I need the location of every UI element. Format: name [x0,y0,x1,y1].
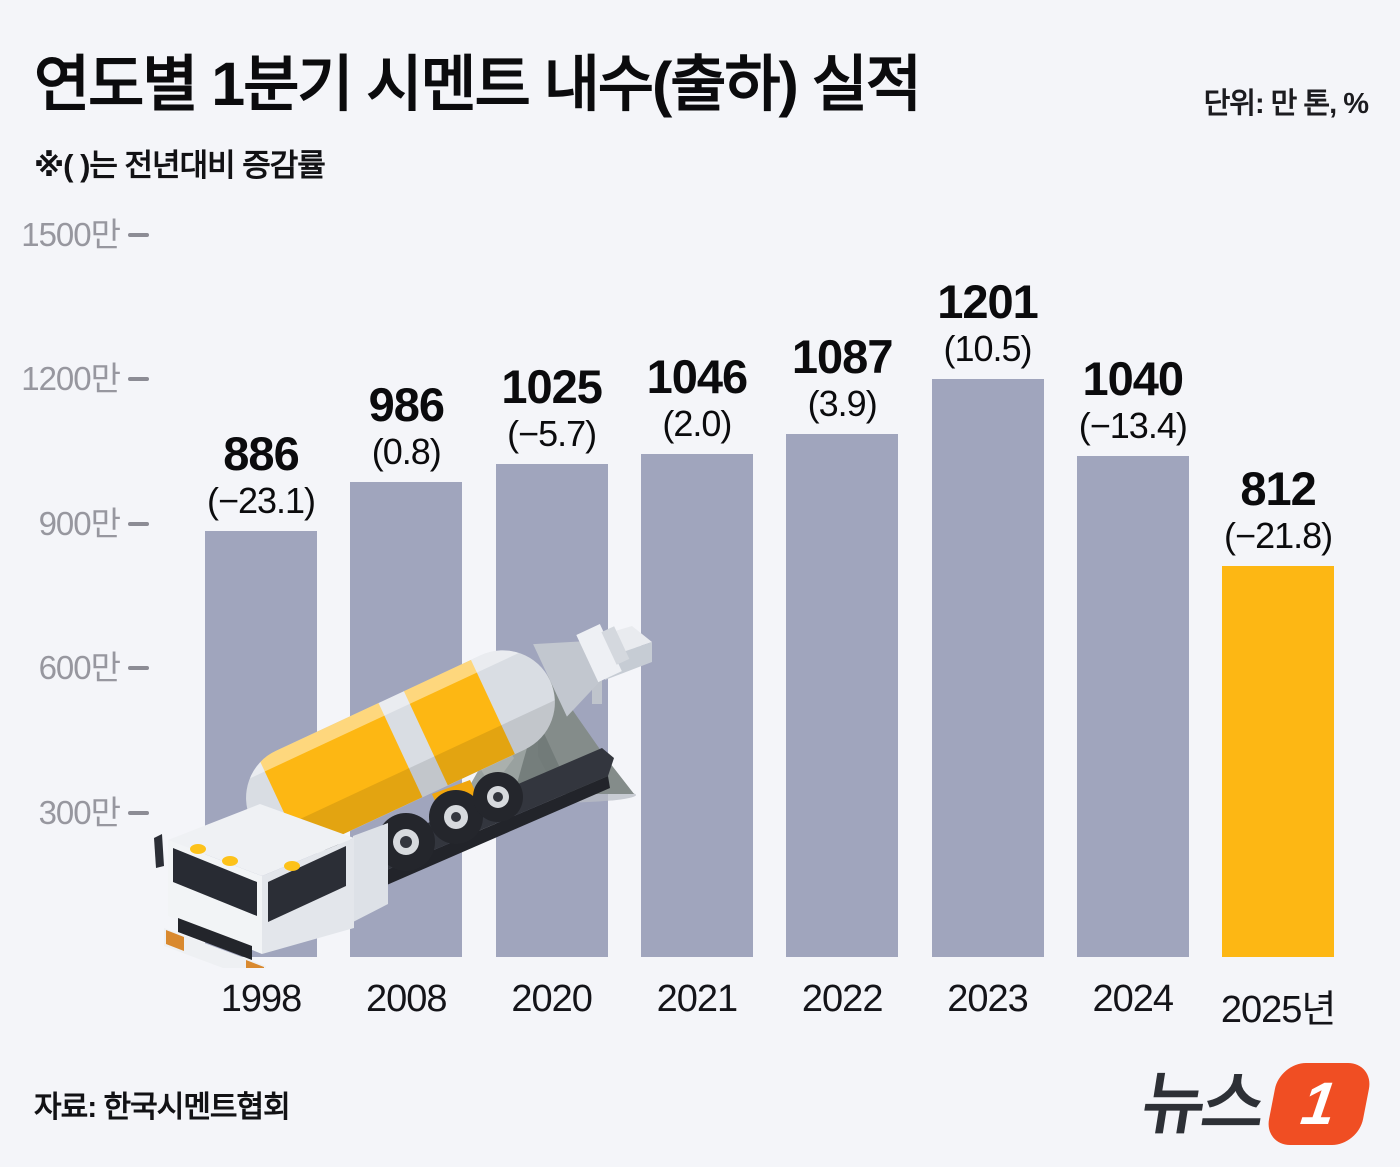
bar-2008 [350,482,463,957]
x-axis-label: 2020 [511,978,593,1020]
bar-value-label: 886 [223,426,299,480]
bar-pct-label: (10.5) [943,327,1032,369]
y-axis-tick-label: 900만 [38,504,121,542]
y-axis-tick-label: 300만 [38,793,121,831]
bar-label-group: 886 (−23.1) [206,426,316,523]
bar-1998 [205,530,317,957]
bar-value-label: 1025 [501,359,603,413]
news1-logo-text: 뉴스 [1136,1066,1269,1142]
y-axis-tick-mark [128,233,149,237]
bar-2021 [640,453,753,957]
x-axis-label: 2021 [656,978,739,1020]
bar-value-label: 986 [368,378,445,432]
unit-label: 단위: 만 톤, % [1203,88,1369,120]
x-axis-label: 1998 [220,978,303,1020]
y-axis-tick-label: 600만 [38,649,121,687]
y-axis-tick-label: 1500만 [21,216,121,253]
y-axis-tick-mark [128,521,149,526]
bar-pct-label: (−21.8) [1224,515,1333,557]
bar-pct-label: (−5.7) [507,412,597,454]
bar-2024 [1076,456,1189,957]
x-axis-label: 2008 [366,978,448,1020]
bar-2023 [931,378,1044,957]
bar-value-label: 1046 [646,349,749,403]
chart-note: ※( )는 전년대비 증감률 [34,148,326,183]
bar-pct-label: (3.9) [807,382,878,424]
bar-label-group: 1046 (2.0) [646,349,749,446]
bar-label-group: 986 (0.8) [368,378,445,474]
x-axis-label: 2025년 [1220,989,1336,1031]
source-label: 자료: 한국시멘트협회 [34,1091,291,1124]
bar-value-label: 812 [1240,462,1316,516]
bar-value-label: 1087 [791,329,894,383]
y-axis-tick-mark [128,810,149,815]
bar-label-group: 1040 (−13.4) [1078,352,1188,448]
y-axis-tick-mark [128,377,149,382]
bar-value-label: 1201 [937,274,1039,328]
y-axis-tick-label: 1200만 [21,360,121,398]
bar-label-group: 1087 (3.9) [791,329,894,426]
x-axis-label: 2024 [1092,978,1175,1020]
page-title: 연도별 1분기 시멘트 내수(출하) 실적 [34,50,922,118]
bar-pct-label: (0.8) [371,431,442,473]
bar-value-label: 1040 [1082,352,1185,406]
bar-pct-label: (−13.4) [1078,405,1188,447]
news1-logo-badge-icon: 1 [1264,1063,1374,1145]
bar-pct-label: (−23.1) [206,479,316,521]
bar-label-group: 1201 (10.5) [937,274,1039,371]
bar-label-group: 1025 (−5.7) [501,359,603,456]
y-axis-tick-mark [128,666,149,671]
bar-2022 [786,433,899,957]
bar-2020 [495,463,608,957]
bar-label-group: 812 (−21.8) [1224,462,1333,558]
news1-logo: 뉴스 1 [1137,1058,1374,1150]
bar-pct-label: (2.0) [662,402,732,444]
bar-2025년 [1222,566,1335,957]
x-axis-label: 2022 [801,978,884,1020]
x-axis-label: 2023 [947,978,1029,1020]
